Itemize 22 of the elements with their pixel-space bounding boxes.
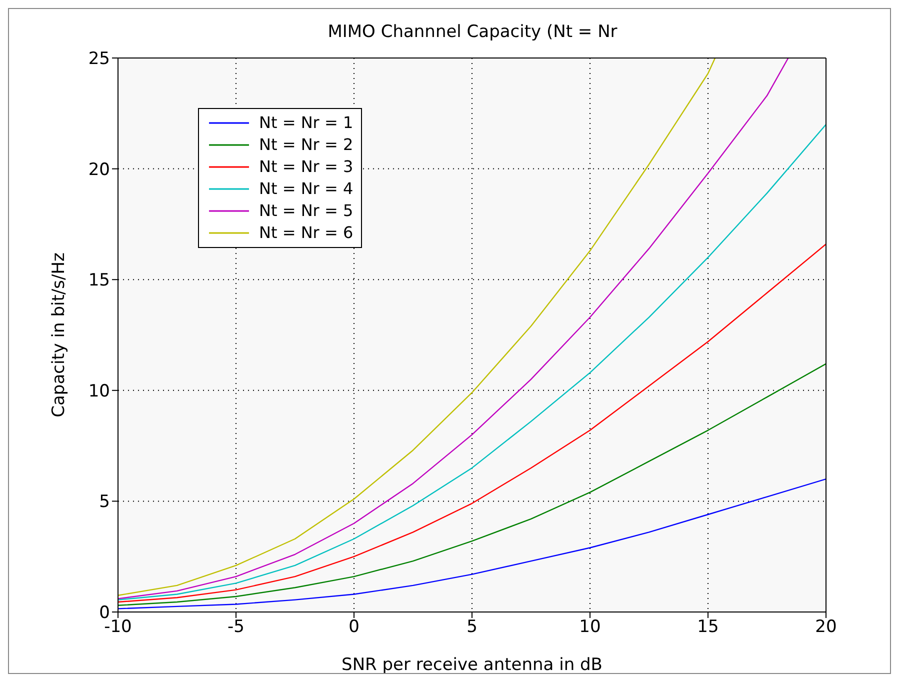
line-series [118, 363, 826, 606]
line-series [118, 244, 826, 603]
legend-label: Nt = Nr = 6 [259, 222, 354, 244]
x-tick-label: -5 [228, 617, 244, 638]
x-tick-label: 5 [466, 617, 478, 638]
x-tick-label: 0 [348, 617, 360, 638]
y-tick-label: 10 [88, 381, 110, 402]
y-axis-title: Capacity in bit/s/Hz [49, 252, 70, 418]
chart-title: MIMO Channnel Capacity (Nt = Nr [326, 22, 618, 42]
y-tick-label: 15 [88, 270, 110, 291]
y-tick-label: 20 [88, 160, 110, 180]
x-tick-label: 20 [815, 617, 837, 638]
legend-label: Nt = Nr = 5 [259, 200, 354, 222]
x-tick-label: 10 [579, 617, 601, 638]
legend-label: Nt = Nr = 3 [259, 156, 354, 178]
line-series [118, 478, 826, 610]
y-tick-label: 5 [99, 492, 110, 512]
x-tick-label: 15 [697, 617, 719, 638]
y-tick-label: 25 [88, 49, 110, 70]
legend-label: Nt = Nr = 2 [259, 134, 354, 156]
legend-label: Nt = Nr = 4 [259, 178, 354, 200]
legend-label: Nt = Nr = 1 [259, 112, 354, 134]
